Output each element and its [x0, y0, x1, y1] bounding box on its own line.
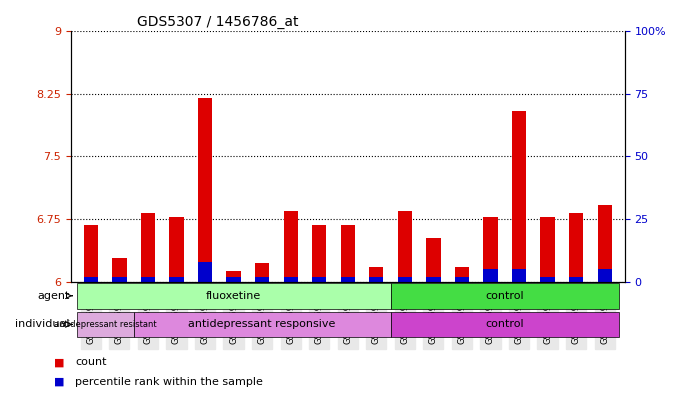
- Bar: [569, 213, 583, 281]
- Bar: [283, 277, 298, 281]
- Bar: [198, 98, 212, 281]
- Bar: [283, 211, 298, 281]
- Text: individual: individual: [15, 320, 69, 329]
- FancyBboxPatch shape: [76, 283, 391, 309]
- Bar: [541, 217, 555, 281]
- Bar: [569, 277, 583, 281]
- Text: control: control: [486, 291, 524, 301]
- Bar: [426, 238, 441, 281]
- Text: ■: ■: [54, 358, 65, 367]
- Bar: [227, 277, 240, 281]
- Text: antidepressant resistant: antidepressant resistant: [54, 320, 157, 329]
- Bar: [255, 277, 269, 281]
- Text: fluoxetine: fluoxetine: [206, 291, 262, 301]
- Bar: [398, 211, 412, 281]
- Text: ■: ■: [54, 377, 65, 387]
- Bar: [198, 261, 212, 281]
- FancyBboxPatch shape: [133, 312, 391, 337]
- Bar: [597, 269, 612, 281]
- Bar: [255, 263, 269, 281]
- FancyBboxPatch shape: [391, 283, 619, 309]
- Bar: [84, 225, 98, 281]
- Bar: [541, 277, 555, 281]
- Bar: [170, 217, 184, 281]
- Bar: [340, 277, 355, 281]
- Bar: [84, 277, 98, 281]
- Bar: [455, 277, 469, 281]
- Bar: [597, 205, 612, 281]
- FancyBboxPatch shape: [391, 312, 619, 337]
- Text: control: control: [486, 320, 524, 329]
- Bar: [312, 225, 326, 281]
- Bar: [112, 277, 127, 281]
- Bar: [426, 277, 441, 281]
- Bar: [398, 277, 412, 281]
- Bar: [141, 277, 155, 281]
- Bar: [512, 269, 526, 281]
- Bar: [484, 217, 498, 281]
- Bar: [340, 225, 355, 281]
- Bar: [170, 277, 184, 281]
- Bar: [369, 277, 383, 281]
- Bar: [512, 110, 526, 281]
- Text: antidepressant responsive: antidepressant responsive: [189, 320, 336, 329]
- Bar: [227, 271, 240, 281]
- Text: agent: agent: [37, 291, 69, 301]
- Bar: [312, 277, 326, 281]
- Text: percentile rank within the sample: percentile rank within the sample: [75, 377, 263, 387]
- Text: GDS5307 / 1456786_at: GDS5307 / 1456786_at: [138, 15, 299, 29]
- Bar: [369, 266, 383, 281]
- Bar: [455, 266, 469, 281]
- Bar: [484, 269, 498, 281]
- Text: count: count: [75, 358, 106, 367]
- Bar: [141, 213, 155, 281]
- Bar: [112, 258, 127, 281]
- FancyBboxPatch shape: [76, 312, 133, 337]
